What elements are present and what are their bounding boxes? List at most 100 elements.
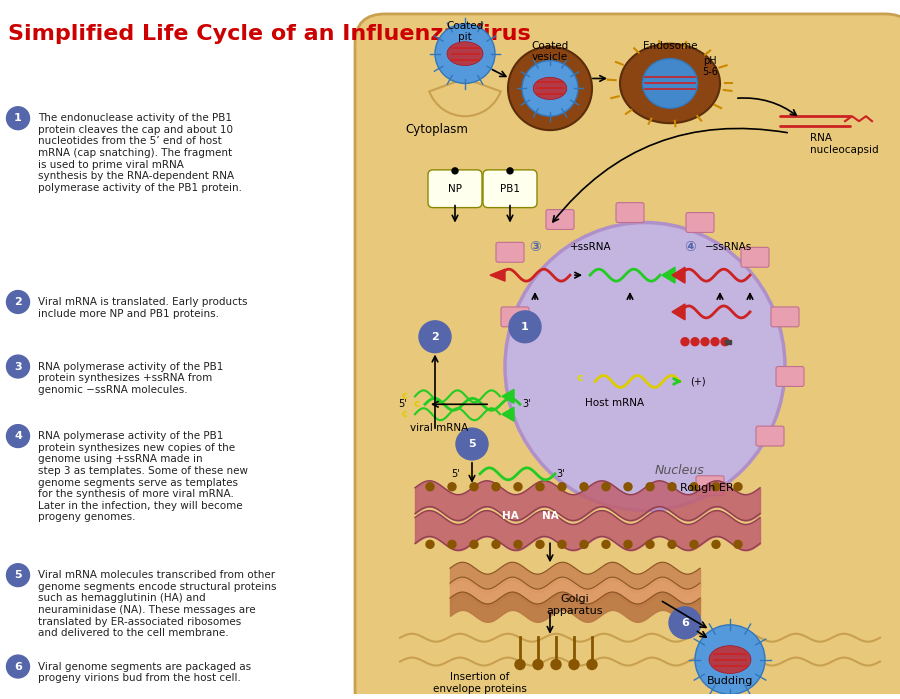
Text: Insertion of
envelope proteins: Insertion of envelope proteins xyxy=(433,672,526,694)
Circle shape xyxy=(602,483,610,491)
Text: c: c xyxy=(414,399,420,410)
Text: Golgi
apparatus: Golgi apparatus xyxy=(547,594,603,616)
Circle shape xyxy=(514,540,522,548)
Circle shape xyxy=(515,660,525,670)
Circle shape xyxy=(624,483,632,491)
Text: RNA
nucleocapsid: RNA nucleocapsid xyxy=(810,133,878,154)
Circle shape xyxy=(6,563,30,586)
FancyBboxPatch shape xyxy=(696,476,724,496)
Ellipse shape xyxy=(505,222,785,510)
Circle shape xyxy=(681,338,689,346)
Text: c: c xyxy=(577,373,583,384)
Circle shape xyxy=(514,483,522,491)
Text: 1: 1 xyxy=(521,322,529,332)
Circle shape xyxy=(435,24,495,83)
Text: Budding: Budding xyxy=(706,677,753,686)
Text: RNA polymerase activity of the PB1
protein synthesizes new copies of the
genome : RNA polymerase activity of the PB1 prote… xyxy=(38,431,248,522)
Text: HA: HA xyxy=(501,510,518,521)
Circle shape xyxy=(691,338,699,346)
Text: PB1: PB1 xyxy=(500,184,520,194)
Circle shape xyxy=(522,61,578,116)
Text: +ssRNA: +ssRNA xyxy=(570,243,612,252)
FancyBboxPatch shape xyxy=(776,366,804,387)
Circle shape xyxy=(558,540,566,548)
FancyBboxPatch shape xyxy=(483,170,537,208)
Circle shape xyxy=(734,540,742,548)
Circle shape xyxy=(646,483,654,491)
Text: 5': 5' xyxy=(451,469,460,479)
FancyBboxPatch shape xyxy=(496,243,524,262)
Text: pH
5-6: pH 5-6 xyxy=(702,56,718,78)
Circle shape xyxy=(712,483,720,491)
Circle shape xyxy=(448,483,456,491)
Circle shape xyxy=(580,483,588,491)
FancyBboxPatch shape xyxy=(741,247,769,267)
Text: 5: 5 xyxy=(468,439,476,449)
Circle shape xyxy=(536,483,544,491)
Text: 1: 1 xyxy=(14,113,22,123)
Circle shape xyxy=(587,660,597,670)
Circle shape xyxy=(695,625,765,694)
Circle shape xyxy=(419,321,451,352)
Text: ③: ③ xyxy=(529,240,541,254)
Text: Viral mRNA molecules transcribed from other
genome segments encode structural pr: Viral mRNA molecules transcribed from ot… xyxy=(38,570,276,638)
FancyBboxPatch shape xyxy=(756,426,784,446)
Circle shape xyxy=(734,483,742,491)
Text: 3: 3 xyxy=(14,361,22,372)
Text: Simplified Life Cycle of an Influenza Virus: Simplified Life Cycle of an Influenza Vi… xyxy=(8,24,531,44)
Text: 2: 2 xyxy=(14,297,22,307)
FancyBboxPatch shape xyxy=(616,203,644,222)
Circle shape xyxy=(492,540,500,548)
Circle shape xyxy=(533,660,543,670)
Text: 6: 6 xyxy=(681,618,688,628)
Text: Coated
pit: Coated pit xyxy=(446,21,483,43)
Text: c: c xyxy=(469,469,475,479)
Circle shape xyxy=(701,338,709,346)
Polygon shape xyxy=(502,389,514,403)
Polygon shape xyxy=(672,267,685,283)
Text: 3': 3' xyxy=(556,469,564,479)
Circle shape xyxy=(558,483,566,491)
Circle shape xyxy=(721,338,729,346)
Circle shape xyxy=(426,540,434,548)
FancyBboxPatch shape xyxy=(546,210,574,229)
FancyBboxPatch shape xyxy=(686,212,714,233)
Polygon shape xyxy=(672,304,685,320)
Text: Host mRNA: Host mRNA xyxy=(585,398,644,408)
Text: 2: 2 xyxy=(431,332,439,342)
Text: viral mRNA: viral mRNA xyxy=(410,423,468,433)
Text: (+): (+) xyxy=(690,377,706,387)
Text: c: c xyxy=(402,409,408,419)
Text: c: c xyxy=(402,391,408,401)
Circle shape xyxy=(492,483,500,491)
Polygon shape xyxy=(662,267,675,283)
Text: Endosome: Endosome xyxy=(643,41,698,51)
Circle shape xyxy=(690,540,698,548)
Circle shape xyxy=(669,607,701,639)
Circle shape xyxy=(624,540,632,548)
Circle shape xyxy=(602,540,610,548)
FancyBboxPatch shape xyxy=(428,170,482,208)
Text: 5': 5' xyxy=(398,399,407,410)
Circle shape xyxy=(509,311,541,343)
Text: Nucleus: Nucleus xyxy=(655,464,705,477)
Circle shape xyxy=(470,483,478,491)
Ellipse shape xyxy=(533,78,567,99)
Text: RNA polymerase activity of the PB1
protein synthesizes +ssRNA from
genomic −ssRN: RNA polymerase activity of the PB1 prote… xyxy=(38,361,223,395)
Circle shape xyxy=(470,540,478,548)
Circle shape xyxy=(6,655,30,678)
Circle shape xyxy=(569,660,579,670)
Circle shape xyxy=(668,483,676,491)
Circle shape xyxy=(6,425,30,447)
Polygon shape xyxy=(502,408,514,421)
Circle shape xyxy=(580,540,588,548)
Circle shape xyxy=(452,168,458,174)
Text: Viral mRNA is translated. Early products
include more NP and PB1 proteins.: Viral mRNA is translated. Early products… xyxy=(38,297,248,319)
Text: The endonuclease activity of the PB1
protein cleaves the cap and about 10
nucleo: The endonuclease activity of the PB1 pro… xyxy=(38,113,242,193)
FancyBboxPatch shape xyxy=(501,307,529,327)
Circle shape xyxy=(508,47,592,130)
Circle shape xyxy=(6,107,30,129)
Circle shape xyxy=(6,355,30,378)
FancyBboxPatch shape xyxy=(355,14,900,699)
Text: Cytoplasm: Cytoplasm xyxy=(405,123,468,136)
